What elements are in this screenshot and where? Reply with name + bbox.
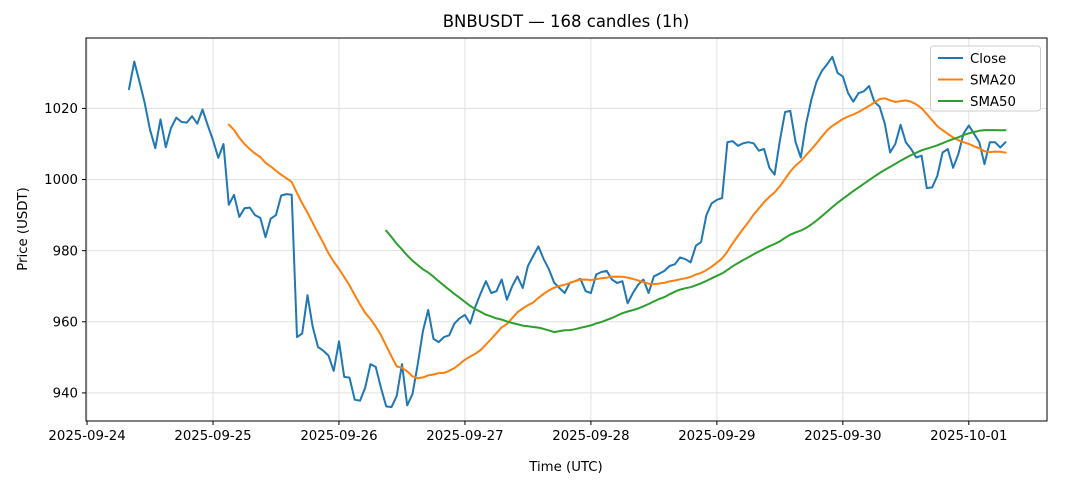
x-tick-label: 2025-09-25 <box>174 429 251 444</box>
series-line-sma50 <box>385 129 1007 334</box>
tick-layer: 2025-09-24 2025-09-25 2025-09-26 2025-09-27… <box>44 102 1007 444</box>
x-tick-label: 2025-09-30 <box>804 429 881 444</box>
legend-item-sma50: SMA50 <box>938 95 1016 110</box>
x-tick-label: 2025-09-27 <box>426 429 503 444</box>
legend-item-close: Close <box>938 52 1006 67</box>
x-tick-label: 2025-09-29 <box>678 429 755 444</box>
y-axis-label: Price (USDT) <box>16 187 31 271</box>
x-tick-label: 2025-10-01 <box>930 429 1007 444</box>
y-tick-label: 1000 <box>44 173 78 188</box>
plot-border <box>85 37 1048 422</box>
chart-title: BNBUSDT — 168 candles (1h) <box>443 12 690 31</box>
legend-box <box>930 45 1041 112</box>
x-tick-label: 2025-09-26 <box>300 429 377 444</box>
legend-label-close: Close <box>970 52 1006 67</box>
legend: Close SMA20 SMA50 <box>930 45 1041 112</box>
y-tick-label: 960 <box>53 315 78 330</box>
y-tick-label: 1020 <box>44 102 78 117</box>
legend-label-sma50: SMA50 <box>970 95 1016 110</box>
x-tick-label: 2025-09-24 <box>48 429 125 444</box>
series-layer <box>128 55 1007 409</box>
legend-item-sma20: SMA20 <box>938 73 1016 88</box>
grid-layer <box>86 38 1047 421</box>
x-tick-label: 2025-09-28 <box>552 429 629 444</box>
x-axis-label: Time (UTC) <box>528 460 603 475</box>
y-tick-label: 980 <box>53 244 78 259</box>
series-line-sma20 <box>227 97 1007 380</box>
y-tick-label: 940 <box>53 387 78 402</box>
legend-label-sma20: SMA20 <box>970 73 1016 88</box>
series-line-close <box>128 55 1007 409</box>
